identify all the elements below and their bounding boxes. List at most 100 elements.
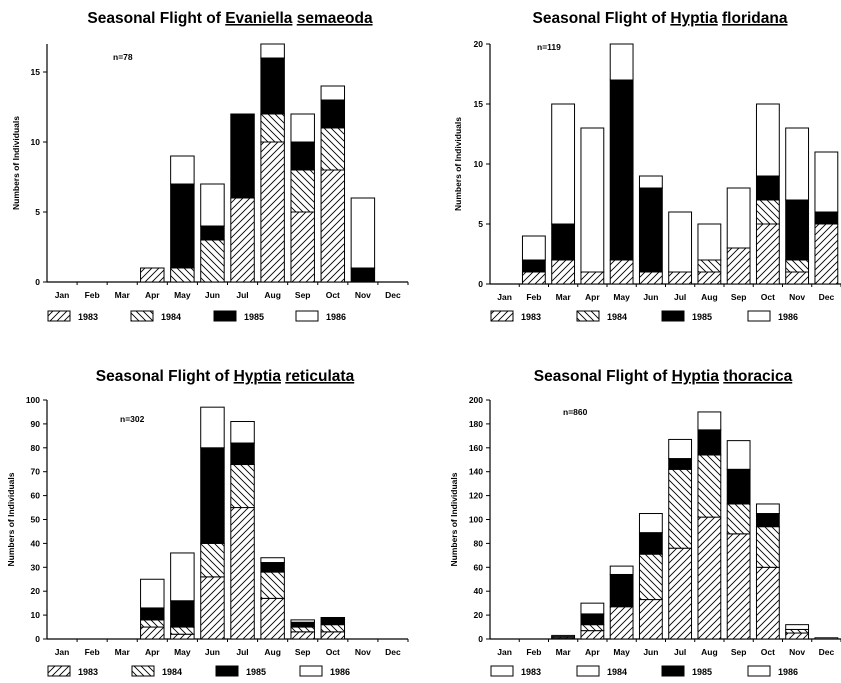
chart-2-legend-label-1986: 1986 bbox=[778, 312, 798, 322]
chart-2-legend-swatch-1985 bbox=[661, 310, 685, 322]
chart-3-y-tick-label: 70 bbox=[31, 467, 41, 477]
chart-4-bar-1984-jul bbox=[668, 468, 693, 549]
chart-3-bar-1985-jun bbox=[200, 447, 225, 544]
chart-4-bar-1984-apr bbox=[580, 624, 605, 632]
chart-1-bar-1986-may bbox=[170, 155, 195, 185]
chart-3-bar-1985-sep bbox=[290, 621, 315, 628]
chart-4-legend-swatch-1986 bbox=[747, 665, 771, 677]
chart-3-y-tick-label: 20 bbox=[31, 586, 41, 596]
chart-4-bar-1986-sep bbox=[726, 440, 751, 470]
chart-4-y-tick-label: 0 bbox=[478, 634, 483, 644]
chart-2-x-tick-label: May bbox=[613, 292, 630, 302]
chart-4-genus: Hyptia bbox=[672, 368, 720, 385]
chart-3-bar-1983-jun bbox=[200, 576, 225, 640]
chart-1-bar-1983-jul bbox=[230, 197, 255, 283]
chart-3-bar-1985-apr bbox=[140, 607, 165, 621]
chart-3-bar-1983-apr bbox=[140, 626, 165, 640]
chart-4-bar-1986-jun bbox=[638, 513, 663, 534]
chart-3-legend-swatch-1983 bbox=[47, 665, 71, 677]
chart-4-bar-1985-may bbox=[609, 573, 634, 608]
chart-4-bar-1985-apr bbox=[580, 613, 605, 626]
chart-1-title-prefix: Seasonal Flight of bbox=[87, 10, 225, 27]
chart-2-y-tick-label: 5 bbox=[478, 219, 483, 229]
chart-1-x-tick-label: Dec bbox=[385, 290, 401, 300]
chart-4-x-tick-label: Oct bbox=[761, 647, 775, 657]
chart-2-y-tick-label: 15 bbox=[474, 99, 484, 109]
chart-2-bar-1983-sep bbox=[726, 247, 751, 285]
chart-4-bar-1984-aug bbox=[697, 454, 722, 518]
chart-3-y-label: Numbers of Individuals bbox=[6, 472, 16, 566]
chart-4: Seasonal Flight of Hyptia thoracica 0 20 40… bbox=[449, 368, 841, 677]
chart-2-legend-swatch-1984 bbox=[576, 310, 600, 322]
chart-2-bar-1983-feb bbox=[521, 271, 546, 285]
chart-2-x-tick-label: Aug bbox=[701, 292, 718, 302]
chart-3-x-tick-label: May bbox=[174, 647, 191, 657]
chart-3-y-tick-label: 100 bbox=[26, 395, 40, 405]
chart-3-bar-1983-oct bbox=[320, 631, 346, 640]
chart-2-y-tick-label: 20 bbox=[474, 39, 484, 49]
chart-1-legend-label-1986: 1986 bbox=[326, 312, 346, 322]
chart-3-bar-1984-apr bbox=[140, 619, 165, 628]
chart-4-bar-1986-oct bbox=[755, 503, 780, 515]
chart-3-bar-1986-may bbox=[170, 552, 195, 602]
chart-3-bar-1986-sep bbox=[290, 619, 315, 623]
chart-3-y-tick-label: 60 bbox=[31, 491, 41, 501]
chart-2-x-tick-label: Feb bbox=[526, 292, 541, 302]
chart-3-x-tick-label: Sep bbox=[295, 647, 311, 657]
chart-2-n-annotation: n=119 bbox=[537, 42, 561, 52]
chart-4-bar-1983-may bbox=[609, 606, 634, 640]
chart-2-legend-label-1985: 1985 bbox=[692, 312, 712, 322]
chart-1-bar-1984-sep bbox=[290, 169, 315, 213]
chart-4-y-tick-label: 140 bbox=[469, 467, 483, 477]
chart-4-bar-1985-sep bbox=[726, 468, 751, 505]
chart-3-y-tick-label: 10 bbox=[31, 610, 41, 620]
chart-4-bar-1983-oct bbox=[755, 566, 780, 640]
chart-1-x-tick-label: Sep bbox=[295, 290, 311, 300]
chart-3-bar-1984-jun bbox=[200, 542, 225, 578]
chart-2-bar-1986-jul bbox=[668, 211, 693, 273]
chart-3-x-tick-label: Feb bbox=[85, 647, 100, 657]
chart-3-y-tick-label: 90 bbox=[31, 419, 41, 429]
chart-2-bar-1983-oct bbox=[755, 223, 780, 285]
chart-3-legend-label-1985: 1985 bbox=[246, 667, 266, 677]
chart-2-legend-label-1984: 1984 bbox=[607, 312, 627, 322]
chart-2: Seasonal Flight of Hyptia floridana 0 5 10 1… bbox=[453, 10, 841, 322]
chart-2-bar-1983-dec bbox=[814, 223, 839, 285]
chart-2-bar-1983-apr bbox=[580, 271, 605, 285]
chart-1-bar-1986-oct bbox=[320, 85, 346, 101]
chart-3-y-tick-label: 30 bbox=[31, 562, 41, 572]
chart-4-y-tick-label: 20 bbox=[474, 610, 484, 620]
chart-4-bar-1984-nov bbox=[785, 628, 810, 634]
chart-3-title-prefix: Seasonal Flight of bbox=[96, 368, 234, 385]
chart-4-legend-label-1984: 1984 bbox=[607, 667, 627, 677]
chart-1-legend-label-1985: 1985 bbox=[244, 312, 264, 322]
chart-1-n-annotation: n=78 bbox=[113, 52, 133, 62]
chart-4-x-tick-label: Nov bbox=[789, 647, 805, 657]
chart-3-bar-1986-aug bbox=[260, 557, 285, 564]
chart-3-species: reticulata bbox=[285, 368, 354, 385]
chart-4-y-tick-label: 40 bbox=[474, 586, 484, 596]
chart-2-bar-1986-jun bbox=[638, 175, 663, 189]
chart-3-legend-swatch-1985 bbox=[215, 665, 239, 677]
chart-3-bar-1984-jul bbox=[230, 464, 255, 509]
chart-3-legend-label-1983: 1983 bbox=[78, 667, 98, 677]
chart-3-legend-swatch-1984 bbox=[131, 665, 155, 677]
chart-4-n-annotation: n=860 bbox=[563, 407, 588, 417]
chart-1-legend-label-1983: 1983 bbox=[78, 312, 98, 322]
chart-1-x-tick-label: May bbox=[174, 290, 191, 300]
chart-3-bar-1984-sep bbox=[290, 626, 315, 633]
chart-1-x-tick-label: Jul bbox=[236, 290, 248, 300]
chart-1-bar-1986-nov bbox=[350, 197, 376, 269]
chart-1-species: semaeoda bbox=[297, 10, 373, 27]
chart-3-x-tick-label: Dec bbox=[385, 647, 401, 657]
chart-3-genus: Hyptia bbox=[234, 368, 282, 385]
chart-3-legend-label-1986: 1986 bbox=[330, 667, 350, 677]
chart-4-title: Seasonal Flight of Hyptia thoracica bbox=[534, 368, 793, 385]
chart-1-bar-1985-jun bbox=[200, 225, 225, 241]
chart-1-x-tick-label: Mar bbox=[115, 290, 131, 300]
chart-2-bar-1983-jun bbox=[638, 271, 663, 285]
chart-4-bar-1986-jul bbox=[668, 438, 693, 460]
chart-1-legend-swatch-1984 bbox=[130, 310, 154, 322]
chart-1-bar-1984-aug bbox=[260, 113, 285, 143]
chart-2-bar-1986-may bbox=[609, 43, 634, 81]
